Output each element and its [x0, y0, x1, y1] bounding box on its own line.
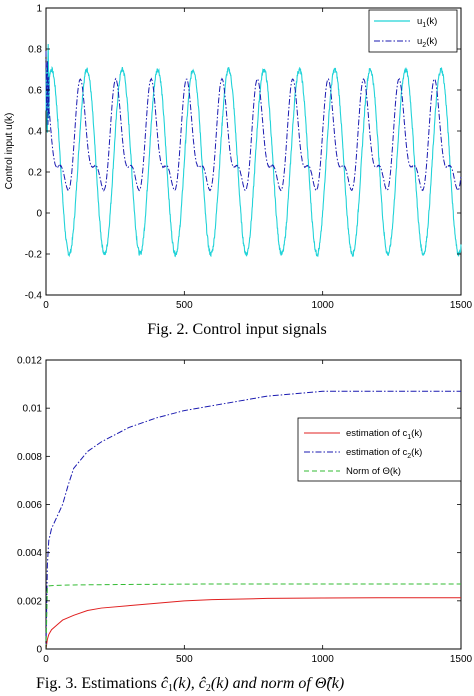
ytick-label-fig3: 0 [36, 645, 42, 656]
legend-label-u1: u1(k) [417, 16, 437, 29]
series-line-c2 [45, 390, 461, 650]
series-line-u1 [45, 44, 462, 258]
plot-area-fig3 [45, 359, 462, 650]
xtick-label-fig2: 500 [176, 300, 193, 311]
y-axis-label-fig2: Control input u(k) [4, 113, 15, 190]
ytick-label-fig2: 0.2 [28, 168, 42, 179]
xtick-label-fig3: 1000 [312, 654, 335, 665]
legend-fig2: u1(k) u2(k) [368, 9, 458, 53]
ytick-label-fig2: 0.6 [28, 86, 42, 97]
chart-fig3: 0 0.002 0.004 0.006 0.008 0.01 0.012 0 500 1000 1… [17, 356, 473, 695]
ytick-label-fig3: 0.002 [17, 596, 42, 607]
legend-label-u2: u2(k) [417, 36, 437, 49]
ytick-label-fig2: -0.4 [25, 291, 43, 302]
legend-label-c2: estimation of c2(k) [346, 447, 422, 460]
xtick-label-fig3: 500 [176, 654, 193, 665]
legend-label-theta: Norm of Θ(k) [346, 466, 401, 477]
series-line-c1 [45, 597, 461, 650]
xtick-label-fig3: 1500 [450, 654, 473, 665]
ytick-label-fig2: -0.2 [25, 250, 43, 261]
xtick-label-fig2: 1000 [312, 300, 335, 311]
y-ticks-fig2: -0.4 -0.2 0 0.2 0.4 0.6 0.8 1 [25, 4, 461, 302]
x-ticks-fig2: 0 500 1000 1500 [43, 8, 473, 311]
ytick-label-fig2: 0.8 [28, 45, 42, 56]
xtick-label-fig2: 1500 [450, 300, 473, 311]
ytick-label-fig2: 0.4 [28, 127, 42, 138]
ytick-label-fig3: 0.012 [17, 356, 42, 367]
caption-fig3: Fig. 3. Estimations ĉ1(k), ĉ2(k) and nor… [36, 675, 344, 694]
legend-box-fig3 [297, 417, 462, 482]
chart-fig2: -0.4 -0.2 0 0.2 0.4 0.6 0.8 1 0 500 1000 1500 Cont… [4, 4, 473, 339]
x-ticks-fig3: 0 500 1000 1500 [43, 360, 473, 665]
series-line-u2 [45, 50, 462, 192]
series-line-theta-norm [45, 583, 461, 650]
ytick-label-fig3: 0.008 [17, 452, 42, 463]
xtick-label-fig3: 0 [43, 654, 49, 665]
legend-box-fig2 [368, 9, 458, 53]
ytick-label-fig3: 0.01 [23, 404, 43, 415]
xtick-label-fig2: 0 [43, 300, 49, 311]
legend-fig3: estimation of c1(k) estimation of c2(k) … [297, 417, 462, 482]
ytick-label-fig2: 1 [36, 4, 42, 15]
ytick-label-fig2: 0 [36, 209, 42, 220]
ytick-label-fig3: 0.006 [17, 500, 42, 511]
caption-fig2: Fig. 2. Control input signals [147, 321, 327, 338]
ytick-label-fig3: 0.004 [17, 548, 42, 559]
series-group-fig3 [45, 390, 461, 650]
legend-label-c1: estimation of c1(k) [346, 428, 422, 441]
series-group-fig2 [45, 44, 462, 258]
